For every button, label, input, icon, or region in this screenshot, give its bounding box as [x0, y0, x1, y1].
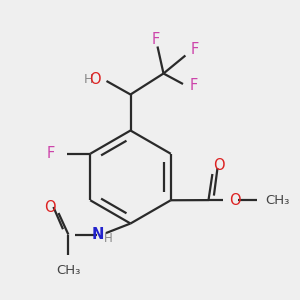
Text: H: H: [104, 232, 113, 245]
Text: CH₃: CH₃: [266, 194, 290, 207]
Text: CH₃: CH₃: [56, 264, 81, 277]
Text: O: O: [213, 158, 225, 172]
Text: F: F: [151, 32, 160, 46]
Text: F: F: [190, 42, 199, 57]
Text: F: F: [46, 146, 55, 161]
Text: O: O: [229, 193, 240, 208]
Text: H: H: [84, 73, 93, 86]
Text: O: O: [89, 72, 101, 87]
Text: F: F: [189, 78, 198, 93]
Text: O: O: [45, 200, 56, 214]
Text: N: N: [92, 227, 104, 242]
